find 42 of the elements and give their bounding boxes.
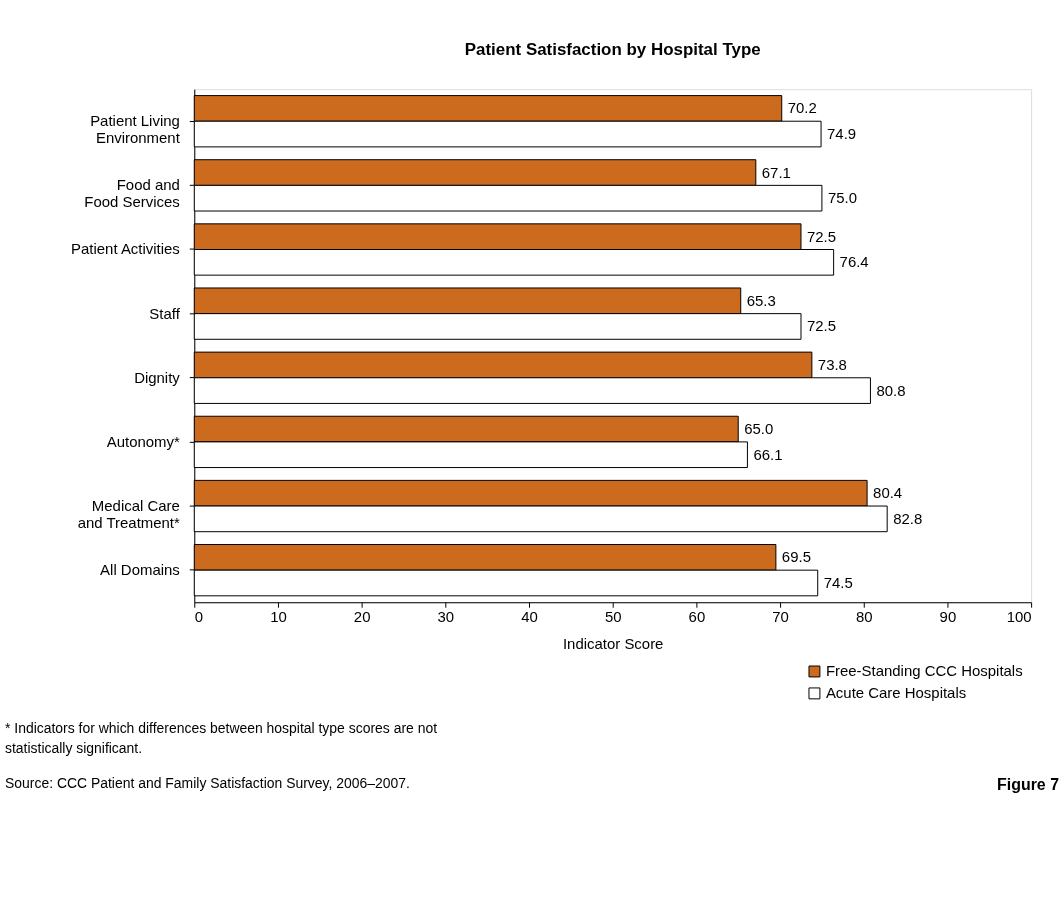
y-tick-label: Dignity <box>134 368 181 386</box>
data-label: 69.5 <box>781 548 811 566</box>
legend-label: Free-Standing CCC Hospitals <box>825 662 1023 680</box>
caption: Figure 7 <box>997 775 1060 793</box>
x-tick-label: 20 <box>353 607 371 625</box>
x-tick-label: 0 <box>194 607 204 625</box>
data-label: 73.8 <box>817 355 847 373</box>
x-tick-label: 60 <box>688 607 706 625</box>
x-axis-title: Indicator Score <box>562 634 664 652</box>
source-note: Source: CCC Patient and Family Satisfaction Survey, 2006–2007. <box>4 774 410 791</box>
data-label: 72.5 <box>806 227 837 245</box>
y-tick-label: Autonomy* <box>106 432 180 450</box>
y-tick-label: Medical Care and Treatment* <box>77 497 180 531</box>
data-label: 75.0 <box>827 189 857 207</box>
data-label: 80.4 <box>873 484 903 502</box>
x-tick-label: 10 <box>270 607 287 625</box>
data-label: 74.5 <box>823 573 853 591</box>
x-tick-label: 50 <box>604 607 622 625</box>
y-tick-label: Food and Food Services <box>84 176 180 211</box>
data-label: 67.1 <box>761 163 791 181</box>
data-label: 72.5 <box>806 317 837 335</box>
text: * Indicators for which differences between hospital type scores are not statistically significant. <box>4 719 438 756</box>
y-tick-label: Staff <box>149 304 181 322</box>
x-tick-label: 80 <box>855 607 873 625</box>
legend-label: Acute Care Hospitals <box>825 684 967 702</box>
x-tick-label: 40 <box>521 607 538 625</box>
x-tick-label: 100 <box>1006 607 1032 625</box>
data-label: 70.2 <box>787 99 817 117</box>
y-tick-label: Patient Living Environment <box>90 112 181 147</box>
y-tick-label: All Domains <box>100 561 180 579</box>
x-tick-label: 30 <box>437 607 455 625</box>
y-tick-label: Patient Activities <box>71 240 180 258</box>
data-label: 65.3 <box>746 291 776 309</box>
data-label: 80.8 <box>876 381 906 399</box>
data-label: 65.0 <box>744 420 774 438</box>
data-label: 74.9 <box>827 125 857 143</box>
x-tick-label: 90 <box>939 607 957 625</box>
chart-title: Patient Satisfaction by Hospital Type <box>464 40 761 60</box>
x-tick-label: 70 <box>772 607 789 625</box>
data-label: 82.8 <box>893 509 923 527</box>
data-label: 76.4 <box>839 253 869 271</box>
data-label: 66.1 <box>753 445 783 463</box>
